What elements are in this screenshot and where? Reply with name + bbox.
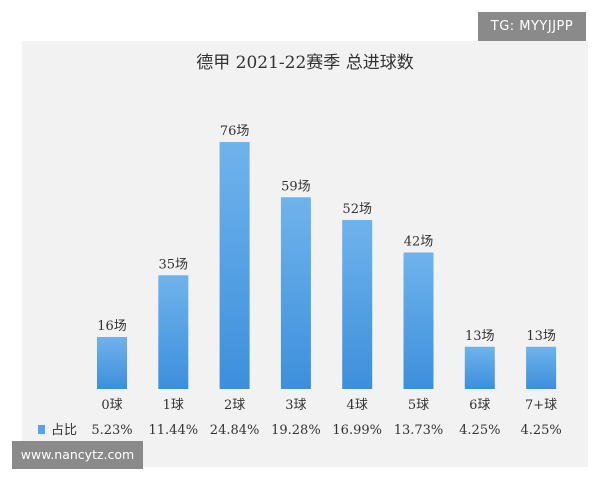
bar-value-label: 35场 — [159, 257, 189, 272]
category-label: 2球 — [224, 398, 245, 413]
category-label: 6球 — [469, 398, 490, 413]
bar-1 — [158, 275, 189, 389]
chart-panel: 德甲 2021-22赛季 总进球数 16场 35场 76场 59场 52场 42场 13场 1… — [22, 41, 588, 467]
legend-swatch — [38, 425, 45, 434]
category-label: 4球 — [347, 398, 368, 413]
category-label: 7+球 — [525, 398, 557, 413]
bar-chart: 德甲 2021-22赛季 总进球数 16场 35场 76场 59场 52场 42场 13场 1… — [38, 52, 562, 438]
percentage-label: 4.25% — [520, 423, 561, 438]
watermark-telegram: TG: MYYJJPP — [478, 12, 586, 42]
chart-title: 德甲 2021-22赛季 总进球数 — [196, 52, 413, 73]
bar-value-label: 13场 — [526, 329, 556, 344]
percentage-label: 11.44% — [149, 423, 199, 438]
category-label: 3球 — [285, 398, 306, 413]
bar-0 — [97, 337, 127, 389]
percentage-label: 4.25% — [459, 423, 500, 438]
bar-5 — [403, 252, 434, 389]
percentage-label: 16.99% — [332, 423, 382, 438]
bar-4 — [342, 220, 373, 389]
bar-value-label: 16场 — [97, 319, 127, 334]
legend-label: 占比 — [51, 423, 77, 438]
category-label: 1球 — [163, 398, 184, 413]
bar-value-label: 76场 — [220, 124, 250, 139]
percentage-label: 24.84% — [210, 423, 260, 438]
bar-value-label: 42场 — [404, 235, 434, 250]
watermark-url: www.nancytz.com — [12, 441, 143, 469]
bar-2 — [219, 142, 250, 389]
category-label: 0球 — [101, 398, 122, 413]
bar-7 — [526, 346, 557, 389]
percentage-label: 13.73% — [394, 423, 444, 438]
percentage-label: 19.28% — [271, 423, 321, 438]
bar-value-label: 59场 — [281, 179, 311, 194]
percentage-label: 5.23% — [91, 423, 132, 438]
bar-value-label: 13场 — [465, 329, 495, 344]
category-label: 5球 — [408, 398, 429, 413]
bar-value-label: 52场 — [342, 202, 372, 217]
bar-3 — [280, 197, 311, 389]
bar-6 — [464, 346, 495, 389]
